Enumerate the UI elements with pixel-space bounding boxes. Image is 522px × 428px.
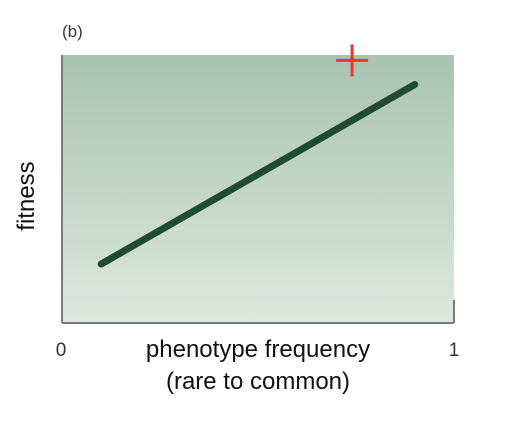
- x-tick-label-0: 0: [56, 340, 67, 361]
- x-tick-label-1: 1: [449, 340, 460, 361]
- series-layer: [97, 80, 419, 268]
- x-axis-sublabel: (rare to common): [166, 368, 350, 395]
- panel-label: (b): [62, 22, 83, 41]
- series-line-0: [97, 80, 419, 268]
- annotation-layer: [336, 44, 369, 77]
- y-axis-label: fitness: [13, 161, 40, 230]
- x-axis-label: phenotype frequency: [146, 336, 370, 363]
- plus-marker: [336, 44, 369, 77]
